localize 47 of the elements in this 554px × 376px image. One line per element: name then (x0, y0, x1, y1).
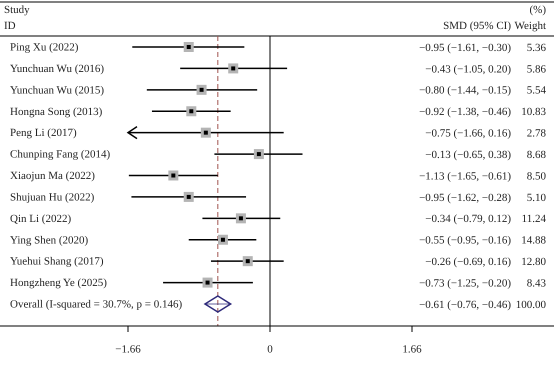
text: 5.10 (526, 192, 546, 204)
y-tick-label: Yunchuan Wu (2015) (10, 84, 104, 96)
text: 5.54 (526, 84, 546, 97)
data-label: −0.95 (−1.62, −0.28) (419, 192, 512, 204)
text: 8.68 (526, 148, 546, 161)
y-tick-label: Xiaojun Ma (2022) (10, 170, 96, 182)
text: −0.61 (−0.76, −0.46) (419, 298, 512, 311)
data-label: −0.95 (−1.61, −0.30) (419, 42, 512, 54)
text: 12.80 (521, 256, 546, 268)
x-tick-label: 1.66 (402, 344, 422, 356)
text: 14.88 (521, 234, 546, 247)
text: 5.86 (526, 63, 546, 76)
text: SMD (95% CI) (443, 20, 512, 32)
x-tick-label: −1.66 (115, 344, 142, 356)
y-tick-label: Peng Li (2017) (10, 127, 77, 140)
text: (%) (530, 4, 546, 16)
text: ID (4, 20, 16, 32)
text: 2.78 (526, 128, 546, 140)
text: Study (4, 4, 30, 16)
x-tick-label: 0 (267, 344, 274, 356)
text: 11.24 (522, 213, 546, 226)
data-label: −0.26 (−0.69, 0.16) (425, 256, 512, 268)
y-tick-label: Yunchuan Wu (2016) (10, 62, 104, 75)
data-label: −0.75 (−1.66, 0.16) (425, 128, 512, 140)
text: Weight (514, 20, 546, 32)
y-tick-label: Yuehui Shang (2017) (10, 256, 104, 268)
data-label: −1.13 (−1.65, −0.61) (419, 170, 512, 182)
text: 8.50 (526, 170, 546, 182)
y-tick-label: Overall (I-squared = 30.7%, p = 0.146) (10, 298, 182, 311)
data-label: −0.55 (−0.95, −0.16) (419, 234, 512, 247)
y-tick-label: Hongna Song (2013) (10, 106, 103, 118)
y-tick-label: Ping Xu (2022) (10, 42, 79, 54)
y-tick-label: Chunping Fang (2014) (10, 148, 111, 161)
text: 100.00 (516, 298, 546, 311)
data-label: −0.73 (−1.25, −0.20) (419, 277, 512, 290)
data-label: −0.80 (−1.44, −0.15) (419, 84, 512, 97)
y-tick-label: Qin Li (2022) (10, 212, 72, 225)
data-label: −0.13 (−0.65, 0.38) (425, 148, 512, 161)
data-label: −0.34 (−0.79, 0.12) (425, 213, 512, 226)
y-tick-label: Hongzheng Ye (2025) (10, 277, 108, 290)
data-label: −0.92 (−1.38, −0.46) (419, 106, 512, 118)
y-tick-label: Ying Shen (2020) (10, 234, 89, 246)
text: 10.83 (521, 106, 546, 118)
y-tick-label: Shujuan Hu (2022) (10, 191, 95, 204)
text: 5.36 (526, 42, 546, 54)
data-label: −0.43 (−1.05, 0.20) (425, 63, 512, 76)
text: 8.43 (526, 277, 546, 290)
